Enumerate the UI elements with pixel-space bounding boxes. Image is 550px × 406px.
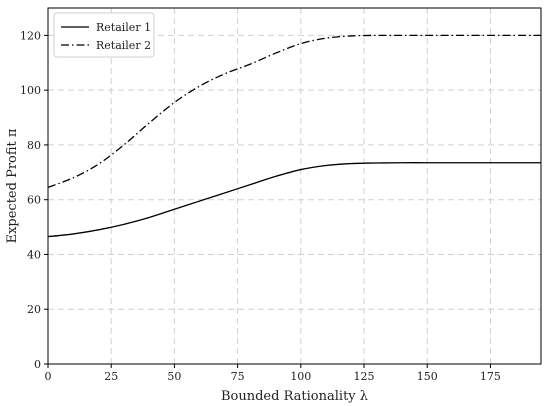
y-tick-label: 0: [34, 358, 41, 371]
series-line-retailer-2: [47, 34, 541, 188]
x-tick-label: 75: [231, 370, 245, 383]
x-tick-label: 50: [167, 370, 181, 383]
x-tick-label: 25: [104, 370, 118, 383]
plot-frame: [47, 7, 542, 365]
legend-label-retailer-2: Retailer 2: [96, 39, 151, 52]
x-axis: 0 25 50 75 100 125 150 175: [45, 364, 501, 383]
y-tick-label: 40: [27, 248, 41, 261]
y-axis: 0 20 40 60 80 100 120: [20, 29, 48, 371]
x-tick-label: 150: [417, 370, 438, 383]
y-tick-label: 20: [27, 303, 41, 316]
x-tick-label: 125: [354, 370, 375, 383]
x-tick-label: 0: [45, 370, 52, 383]
legend-box: [53, 12, 155, 58]
y-axis-label: Expected Profit π: [5, 128, 20, 243]
x-axis-label: Bounded Rationality λ: [221, 389, 368, 404]
legend: Retailer 1 Retailer 2: [53, 12, 155, 58]
y-tick-label: 120: [20, 29, 41, 42]
y-tick-label: 60: [27, 194, 41, 207]
x-tick-label: 175: [480, 370, 501, 383]
series-line-retailer-1: [47, 162, 541, 238]
series-layer: [47, 34, 541, 238]
x-tick-label: 100: [290, 370, 311, 383]
y-tick-label: 100: [20, 84, 41, 97]
y-tick-label: 80: [27, 139, 41, 152]
legend-label-retailer-1: Retailer 1: [96, 21, 151, 34]
